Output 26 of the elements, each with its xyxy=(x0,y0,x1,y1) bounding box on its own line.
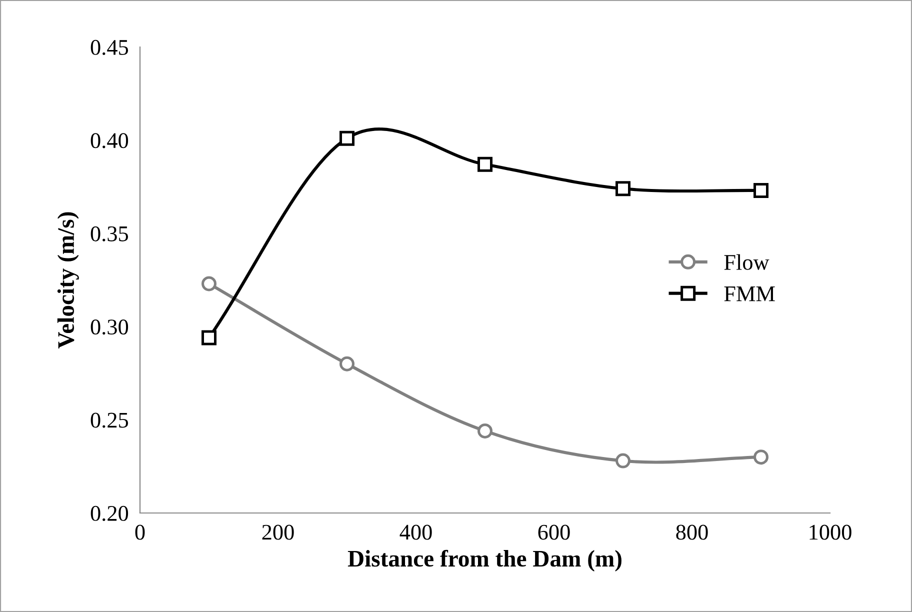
point xyxy=(478,423,492,438)
legend-label: FMM xyxy=(724,286,775,302)
x-tick-label: 400 xyxy=(400,524,432,540)
point xyxy=(616,181,630,196)
point xyxy=(340,130,354,146)
y-tick-label: 0.20 xyxy=(90,506,128,522)
x-tick-label: 800 xyxy=(676,524,708,540)
legend-label: Flow xyxy=(724,254,770,270)
point xyxy=(616,453,630,468)
point xyxy=(478,156,492,172)
x-axis-title: Distance from the Dam (m) xyxy=(348,550,622,572)
x-tick-label: 1000 xyxy=(810,524,852,540)
y-tick-label: 0.40 xyxy=(90,133,128,148)
point xyxy=(754,450,768,465)
point xyxy=(754,183,768,198)
point xyxy=(202,276,216,292)
y-tick-label: 0.35 xyxy=(90,226,128,242)
point xyxy=(340,356,354,372)
x-tick-label: 600 xyxy=(538,524,570,540)
y-tick-label: 0.30 xyxy=(90,320,128,335)
x-tick-label: 0 xyxy=(135,524,145,540)
x-tick-label: 200 xyxy=(262,524,294,540)
point xyxy=(202,330,216,346)
y-tick-label: 0.45 xyxy=(90,40,128,56)
y-axis-title: Velocity (m/s) xyxy=(57,212,79,348)
y-tick-label: 0.25 xyxy=(90,412,128,428)
